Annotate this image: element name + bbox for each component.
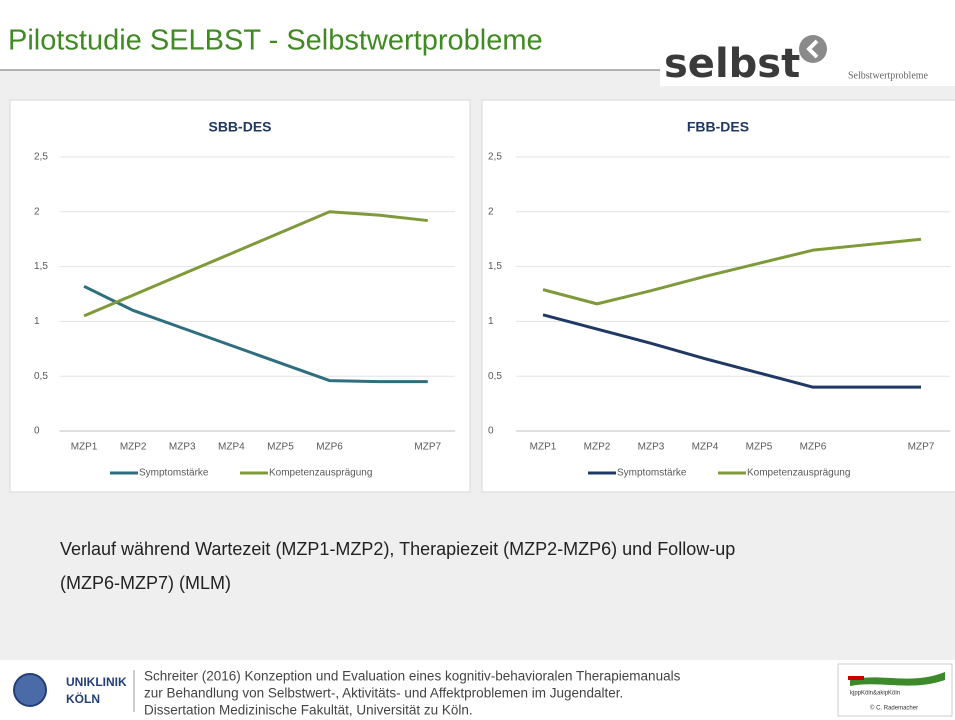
caption-line: (MZP6-MZP7) (MLM) [60,573,231,593]
legend-label: Kompetenzausprägung [747,468,850,479]
right-logo-text: kjppKöln&akipKöln [850,691,900,697]
y-tick-label: 2 [34,206,40,217]
legend-label: Symptomstärke [617,468,687,479]
legend-label: Kompetenzausprägung [269,468,372,479]
uni-city: KÖLN [66,691,100,706]
x-tick-label: MZP5 [267,442,294,453]
series-line [83,210,428,318]
footer-band [0,660,955,720]
y-tick-label: 0 [488,426,494,437]
legend-label: Symptomstärke [139,468,209,479]
x-tick-label: MZP6 [316,442,343,453]
y-tick-label: 2,5 [488,152,502,163]
logo-icon [799,35,827,63]
right-logo-shape [850,672,945,686]
right-logo-accent [848,676,864,680]
x-tick-label: MZP2 [584,442,611,453]
uni-name: UNIKLINIK [66,675,127,689]
x-tick-label: MZP4 [218,442,245,453]
right-logo-credit: © C. Rademacher [870,705,918,712]
x-tick-label: MZP6 [800,442,827,453]
logo-word: selbst [664,41,800,87]
y-tick-label: 2 [488,206,494,217]
x-tick-label: MZP2 [120,442,147,453]
x-tick-label: MZP4 [692,442,719,453]
caption-line: Verlauf während Wartezeit (MZP1-MZP2), T… [60,539,735,559]
y-tick-label: 1 [488,316,494,327]
x-tick-label: MZP1 [530,442,557,453]
x-tick-label: MZP5 [746,442,773,453]
y-tick-label: 1 [34,316,40,327]
citation-line: zur Behandlung von Selbstwert-, Aktivitä… [144,686,623,701]
chart-panel [9,99,471,493]
series-line [542,237,922,306]
x-tick-label: MZP3 [169,442,196,453]
right-logo-box [837,663,953,717]
citation-line: Dissertation Medizinische Fakultät, Univ… [144,703,473,718]
citation-line: Schreiter (2016) Konzeption und Evaluati… [144,669,681,684]
x-tick-label: MZP7 [414,442,441,453]
y-tick-label: 0,5 [34,371,48,382]
logo-chevron [806,39,819,59]
x-tick-label: MZP1 [71,442,98,453]
series-line [542,313,921,389]
slide-title: Pilotstudie SELBST - Selbstwertprobleme [8,25,543,57]
chart-panel [481,99,955,493]
series-line [83,284,428,384]
y-tick-label: 1,5 [34,261,48,272]
y-tick-label: 2,5 [34,152,48,163]
x-tick-label: MZP7 [908,442,935,453]
y-tick-label: 0,5 [488,371,502,382]
chart-title: FBB-DES [687,119,749,135]
y-tick-label: 0 [34,426,40,437]
y-tick-label: 1,5 [488,261,502,272]
x-tick-label: MZP3 [638,442,665,453]
uni-seal [13,673,47,707]
logo-tagline: Selbstwertprobleme [848,70,929,81]
chart-title: SBB-DES [208,119,271,135]
